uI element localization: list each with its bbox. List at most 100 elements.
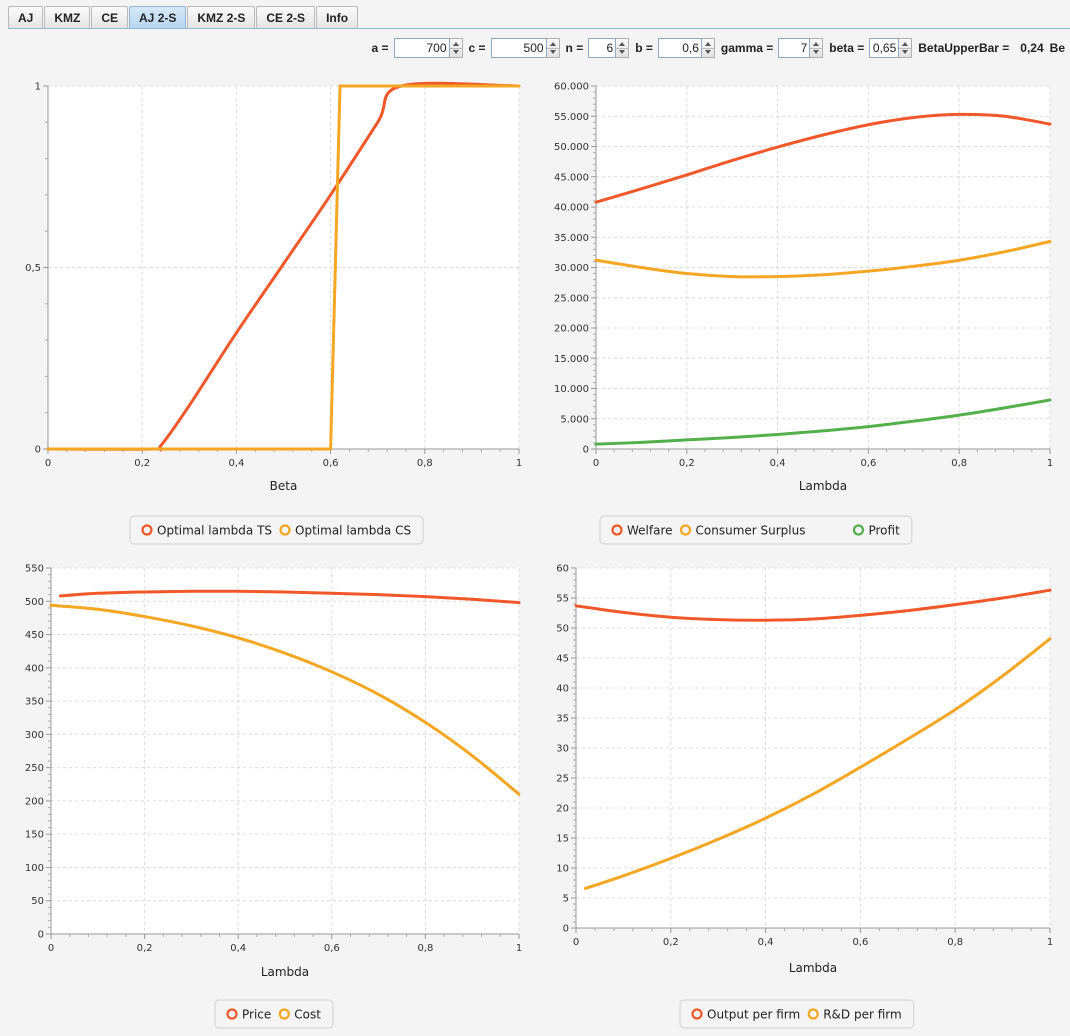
y-tick-label: 20 <box>556 804 569 815</box>
series-line-profit <box>594 398 1052 446</box>
spinner-arrows-icon[interactable] <box>899 38 913 58</box>
legend-marker-icon <box>141 524 153 536</box>
x-tick-label: 1 <box>1047 458 1053 469</box>
plot-area <box>51 568 519 934</box>
spinner-arrows-icon[interactable] <box>616 38 630 58</box>
param-n-input[interactable]: 6 <box>588 38 617 58</box>
y-tick-label: 350 <box>25 697 44 708</box>
tab-aj-2-s[interactable]: AJ 2-S <box>129 6 187 28</box>
x-tick-label: 1 <box>516 458 522 469</box>
x-tick-label: 0,6 <box>860 458 876 469</box>
legend-marker-icon <box>611 524 623 536</box>
tab-kmz[interactable]: KMZ <box>44 6 91 28</box>
x-tick-label: 0,4 <box>228 458 244 469</box>
param-beta-label: beta = <box>829 41 865 55</box>
y-tick-label: 550 <box>25 564 44 575</box>
spinner-arrows-icon[interactable] <box>810 38 824 58</box>
x-tick-label: 0 <box>45 458 51 469</box>
param-b-input[interactable]: 0,6 <box>657 38 702 58</box>
y-tick-label: 10 <box>556 864 569 875</box>
x-axis-label: Beta <box>270 479 298 493</box>
legend-marker-icon <box>278 1008 290 1020</box>
legend-marker-icon <box>679 524 692 536</box>
x-axis-label: Lambda <box>799 479 847 493</box>
y-tick-label: 55.000 <box>554 112 589 123</box>
param-c-input[interactable]: 500 <box>490 38 547 58</box>
y-tick-label: 20.000 <box>554 324 589 335</box>
tab-ce[interactable]: CE <box>91 6 129 28</box>
legend-marker-icon <box>691 1008 703 1020</box>
x-tick-label: 0,8 <box>417 943 433 954</box>
param-n-label: n = <box>565 41 584 55</box>
y-tick-label: 40.000 <box>554 203 589 214</box>
x-axis-label: Lambda <box>789 961 837 975</box>
y-tick-label: 500 <box>25 597 44 608</box>
y-tick-label: 10.000 <box>554 384 589 395</box>
chart-1: 0 0,2 0,4 0,6 0,8 1 0 0,5 1 Beta Optimal lambda TS… <box>25 82 522 545</box>
y-tick-label: 150 <box>25 830 44 841</box>
tab-ce-2-s[interactable]: CE 2-S <box>256 6 316 28</box>
x-tick-label: 1 <box>1047 937 1053 948</box>
y-tick-label: 50 <box>31 896 44 907</box>
beta-upper-bar-value: 0,24 <box>1020 41 1044 55</box>
y-tick-label: 5 <box>563 894 569 905</box>
param-b-label: b = <box>635 41 653 55</box>
x-tick-label: 1 <box>516 943 522 954</box>
spinner-arrows-icon[interactable] <box>701 38 715 58</box>
y-tick-label: 5.000 <box>560 414 589 425</box>
x-tick-label: 0,4 <box>758 937 774 948</box>
x-tick-label: 0,2 <box>137 943 153 954</box>
legend: Welfare Consumer Surplus Profit <box>599 515 913 545</box>
param-b-spinner: 0,6 <box>657 38 715 58</box>
param-gamma-input[interactable]: 7 <box>778 38 811 58</box>
x-axis-label: Lambda <box>261 965 309 979</box>
y-tick-label: 45.000 <box>554 172 589 183</box>
legend-label: Optimal lambda CS <box>295 524 411 538</box>
param-n-spinner: 6 <box>588 38 630 58</box>
param-a-spinner: 700 <box>393 38 463 58</box>
param-beta-input[interactable]: 0,65 <box>869 38 900 58</box>
legend-label: Optimal lambda TS <box>157 524 272 538</box>
y-tick-label: 100 <box>25 863 44 874</box>
legend-label: Profit <box>868 524 900 538</box>
series-line-cost <box>49 603 521 796</box>
y-tick-label: 55 <box>556 594 569 605</box>
tab-bar: AJ KMZ CE AJ 2-S KMZ 2-S CE 2-S Info <box>0 0 1070 30</box>
tab-aj[interactable]: AJ <box>8 6 44 28</box>
param-a-input[interactable]: 700 <box>393 38 450 58</box>
legend-label: Price <box>242 1008 271 1022</box>
beta-upper-bar-label: BetaUpperBar = <box>918 41 1010 55</box>
y-tick-label: 30.000 <box>554 263 589 274</box>
spinner-arrows-icon[interactable] <box>546 38 560 58</box>
y-tick-label: 0 <box>35 445 41 456</box>
legend-box <box>599 515 913 545</box>
y-tick-label: 0 <box>38 930 44 941</box>
y-tick-label: 300 <box>25 730 44 741</box>
tab-bar-divider <box>8 28 1070 29</box>
tab-kmz-2-s[interactable]: KMZ 2-S <box>187 6 256 28</box>
param-gamma-label: gamma = <box>720 41 774 55</box>
y-tick-label: 0 <box>563 924 569 935</box>
x-tick-label: 0,4 <box>770 458 786 469</box>
y-tick-label: 400 <box>25 663 44 674</box>
spinner-arrows-icon[interactable] <box>449 38 463 58</box>
chart-3: 0 0,2 0,4 0,6 0,8 1 0 50 100 150 200 250 300 350 400 45… <box>25 564 522 1029</box>
tab-list: AJ KMZ CE AJ 2-S KMZ 2-S CE 2-S Info <box>8 6 359 28</box>
x-tick-label: 0,4 <box>230 943 246 954</box>
x-tick-label: 0,6 <box>323 458 339 469</box>
y-tick-label: 0 <box>583 445 589 456</box>
series-line-output-per-firm <box>574 588 1052 622</box>
legend-label: Cost <box>294 1008 321 1022</box>
y-tick-label: 35 <box>556 714 569 725</box>
y-tick-label: 15.000 <box>554 354 589 365</box>
y-tick-label: 45 <box>556 654 569 665</box>
legend-label: Output per firm <box>707 1008 800 1022</box>
chart-4: 0 0,2 0,4 0,6 0,8 1051015202530354045505560La… <box>556 564 1053 1029</box>
legend: Output per firm R&D per firm <box>679 999 915 1029</box>
y-tick-label: 30 <box>556 744 569 755</box>
param-a-label: a = <box>371 41 389 55</box>
y-tick-label: 450 <box>25 630 44 641</box>
tab-info[interactable]: Info <box>316 6 359 28</box>
x-tick-label: 0,2 <box>134 458 150 469</box>
